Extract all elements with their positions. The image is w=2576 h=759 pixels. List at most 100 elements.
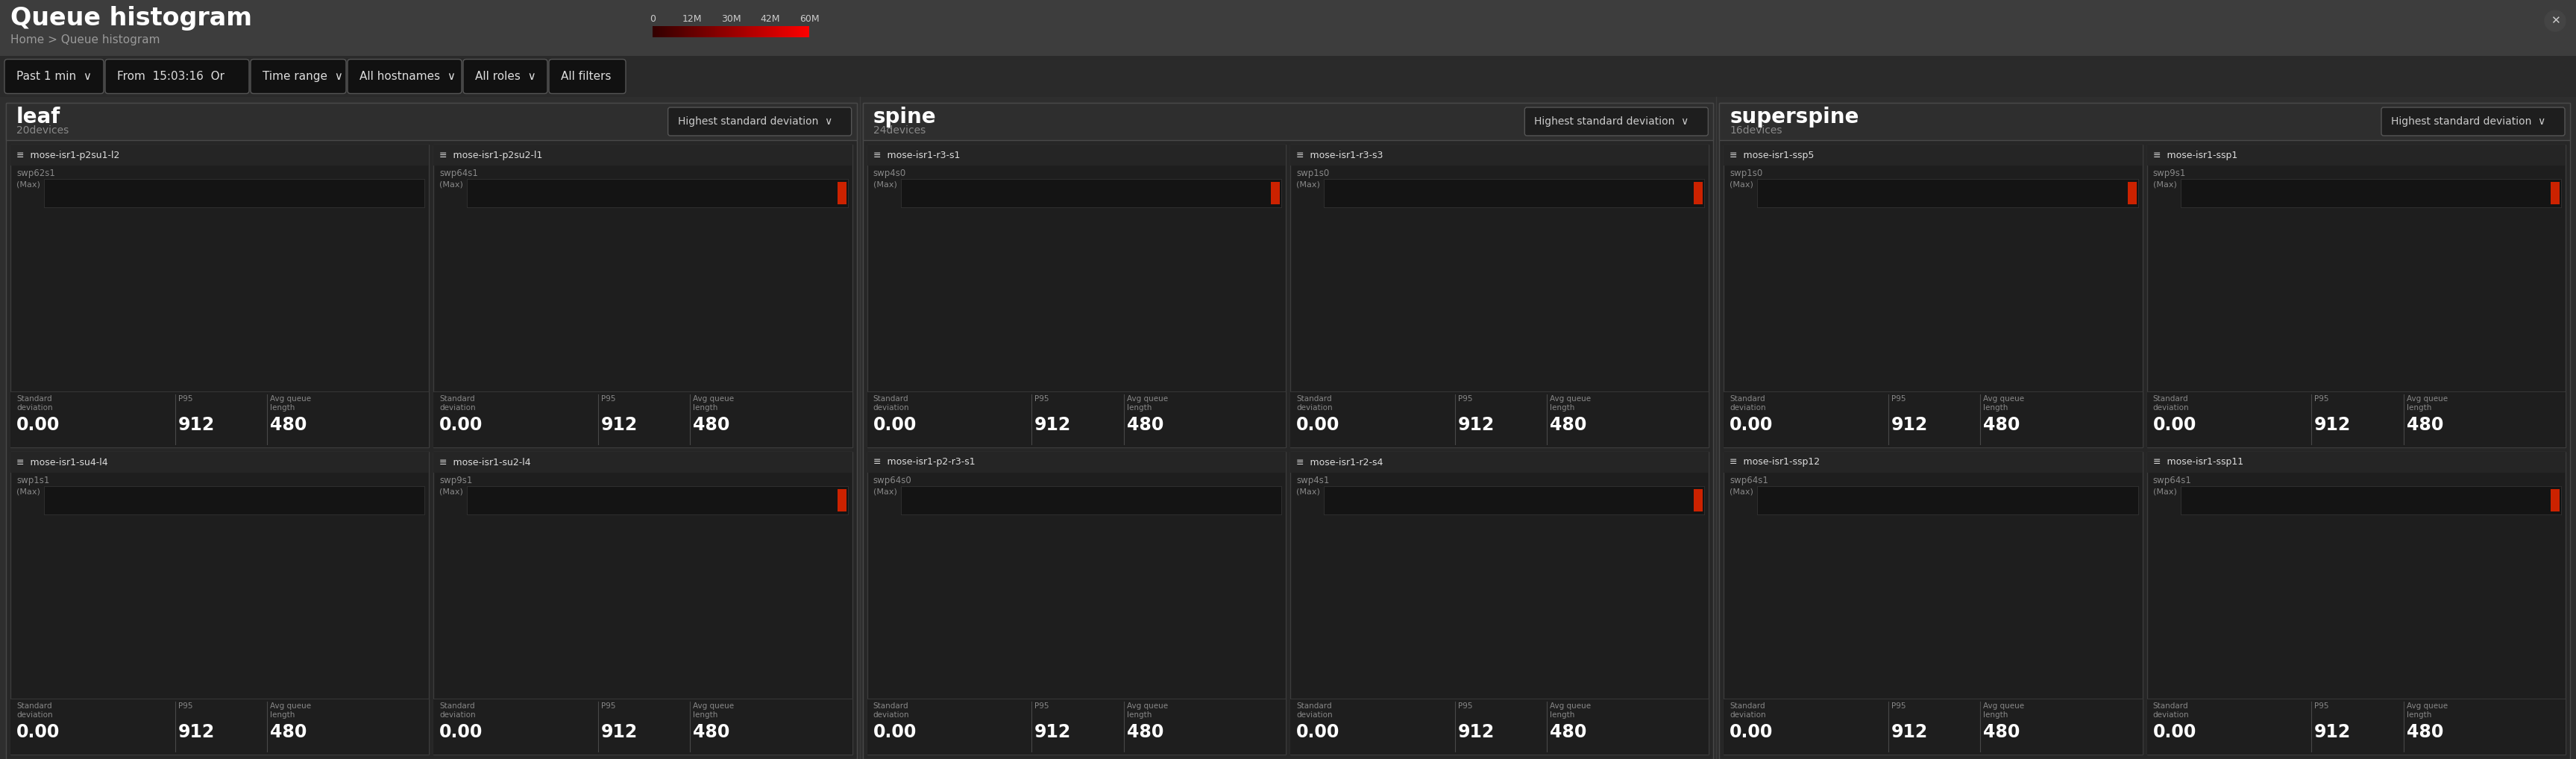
FancyBboxPatch shape — [250, 59, 345, 93]
Text: 912: 912 — [1036, 723, 1072, 741]
Text: swp64s0: swp64s0 — [873, 476, 912, 485]
Text: ≡  mose-isr1-r3-s1: ≡ mose-isr1-r3-s1 — [873, 150, 961, 160]
Bar — [2179, 179, 2561, 207]
Bar — [868, 452, 1285, 754]
Text: Avg queue
length: Avg queue length — [1984, 395, 2025, 411]
Text: 20devices: 20devices — [15, 125, 70, 136]
Bar — [2146, 145, 2566, 165]
Bar — [2550, 489, 2561, 512]
Text: Avg queue
length: Avg queue length — [2406, 395, 2447, 411]
Text: ≡  mose-isr1-su2-l4: ≡ mose-isr1-su2-l4 — [440, 458, 531, 467]
Bar — [2146, 698, 2566, 754]
Bar — [466, 179, 848, 207]
Text: 912: 912 — [2313, 723, 2352, 741]
Text: Avg queue
length: Avg queue length — [1551, 702, 1592, 719]
FancyBboxPatch shape — [464, 59, 549, 93]
Bar — [1291, 392, 1708, 447]
Bar — [1291, 698, 1708, 754]
Bar — [2550, 182, 2561, 204]
Text: 480: 480 — [1984, 416, 2020, 434]
Bar — [863, 103, 1713, 140]
Text: Standard
deviation: Standard deviation — [2154, 702, 2190, 719]
Bar — [433, 392, 853, 447]
Bar — [1723, 452, 2143, 754]
Bar — [868, 698, 1285, 754]
Text: P95: P95 — [1891, 702, 1906, 710]
Text: Avg queue
length: Avg queue length — [2406, 702, 2447, 719]
Text: swp4s1: swp4s1 — [1296, 476, 1329, 485]
Text: 0.00: 0.00 — [15, 723, 59, 741]
Text: 912: 912 — [178, 416, 214, 434]
Text: P95: P95 — [600, 395, 616, 402]
Text: (Max): (Max) — [2154, 181, 2177, 188]
Text: leaf: leaf — [15, 106, 62, 128]
Text: superspine: superspine — [1728, 106, 1860, 128]
Circle shape — [2545, 11, 2566, 31]
Bar — [1757, 179, 2138, 207]
Bar — [868, 145, 1285, 165]
Bar — [2146, 452, 2566, 754]
Text: Standard
deviation: Standard deviation — [873, 395, 909, 411]
Bar — [1718, 103, 2571, 140]
Bar — [433, 452, 853, 473]
Bar — [1723, 145, 2143, 165]
Bar — [837, 489, 848, 512]
Text: 42M: 42M — [760, 14, 781, 24]
Bar — [433, 145, 853, 447]
Text: 480: 480 — [1126, 416, 1164, 434]
Bar — [10, 452, 430, 754]
Bar — [837, 182, 848, 204]
Bar — [868, 392, 1285, 447]
Text: (Max): (Max) — [1296, 181, 1319, 188]
Bar — [433, 698, 853, 754]
Text: (Max): (Max) — [873, 487, 896, 495]
Text: 0.00: 0.00 — [15, 416, 59, 434]
Text: 480: 480 — [1126, 723, 1164, 741]
Text: Avg queue
length: Avg queue length — [1984, 702, 2025, 719]
Text: 0.00: 0.00 — [1728, 416, 1772, 434]
Bar — [2146, 452, 2566, 473]
Text: Avg queue
length: Avg queue length — [693, 395, 734, 411]
Bar — [10, 698, 430, 754]
Text: Standard
deviation: Standard deviation — [1296, 702, 1332, 719]
Text: ≡  mose-isr1-p2-r3-s1: ≡ mose-isr1-p2-r3-s1 — [873, 458, 974, 467]
Bar — [433, 145, 853, 165]
Text: 0: 0 — [649, 14, 654, 24]
Bar — [44, 179, 425, 207]
Bar — [1723, 392, 2143, 447]
Text: 912: 912 — [1458, 723, 1494, 741]
Text: Standard
deviation: Standard deviation — [1296, 395, 1332, 411]
Bar — [5, 103, 858, 759]
Bar — [10, 392, 430, 447]
Text: Standard
deviation: Standard deviation — [15, 702, 52, 719]
Text: (Max): (Max) — [440, 181, 464, 188]
Text: 480: 480 — [1984, 723, 2020, 741]
Bar — [0, 0, 2576, 56]
Text: Avg queue
length: Avg queue length — [270, 702, 312, 719]
Text: ✕: ✕ — [2550, 15, 2561, 27]
Bar — [433, 452, 853, 754]
Text: P95: P95 — [1458, 702, 1473, 710]
Bar — [10, 452, 430, 473]
Text: ≡  mose-isr1-ssp5: ≡ mose-isr1-ssp5 — [1728, 150, 1814, 160]
Text: swp4s0: swp4s0 — [873, 168, 907, 178]
Bar — [1324, 179, 1705, 207]
Bar — [868, 452, 1285, 473]
Text: swp64s1: swp64s1 — [440, 168, 479, 178]
Bar — [1291, 452, 1708, 754]
Text: 912: 912 — [2313, 416, 2352, 434]
Text: swp1s0: swp1s0 — [1296, 168, 1329, 178]
Text: 912: 912 — [178, 723, 214, 741]
Text: 0.00: 0.00 — [873, 723, 917, 741]
Text: ≡  mose-isr1-p2su2-l1: ≡ mose-isr1-p2su2-l1 — [440, 150, 544, 160]
Text: Avg queue
length: Avg queue length — [1126, 395, 1167, 411]
FancyBboxPatch shape — [106, 59, 250, 93]
Text: Queue histogram: Queue histogram — [10, 6, 252, 30]
Text: Highest standard deviation  ∨: Highest standard deviation ∨ — [2391, 116, 2545, 127]
Text: 480: 480 — [1551, 723, 1587, 741]
Text: Standard
deviation: Standard deviation — [873, 702, 909, 719]
Bar — [1723, 145, 2143, 447]
Bar — [1757, 486, 2138, 515]
Text: 480: 480 — [693, 723, 729, 741]
Text: 0.00: 0.00 — [1296, 416, 1340, 434]
